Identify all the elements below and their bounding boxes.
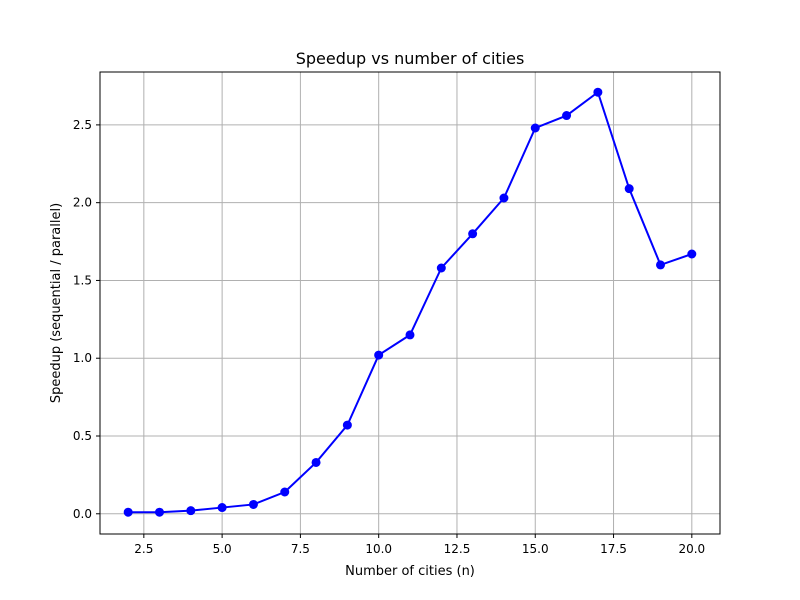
data-point (342, 420, 352, 430)
y-tick-label: 1.0 (73, 351, 92, 365)
grid-lines (100, 72, 720, 534)
x-tick-label: 7.5 (291, 542, 310, 556)
data-point (624, 184, 634, 194)
y-tick-label: 2.0 (73, 196, 92, 210)
x-tick-label: 15.0 (522, 542, 549, 556)
y-tick-label: 0.0 (73, 507, 92, 521)
y-tick-label: 0.5 (73, 429, 92, 443)
data-point (248, 499, 258, 509)
plot-frame (99, 71, 721, 535)
data-point (123, 507, 133, 517)
x-tick-label: 17.5 (600, 542, 627, 556)
y-axis-ticks: 0.0 0.5 1.0 1.5 2.0 2.5 (73, 118, 100, 521)
chart-title: Speedup vs number of cities (296, 49, 525, 68)
x-tick-label: 12.5 (444, 542, 471, 556)
data-point (186, 506, 196, 516)
data-point (311, 457, 321, 467)
x-tick-label: 20.0 (678, 542, 705, 556)
data-point (374, 350, 384, 360)
y-axis-label: Speedup (sequential / parallel) (49, 203, 64, 403)
data-point (436, 263, 446, 273)
data-point (405, 330, 415, 340)
data-point (280, 487, 290, 497)
y-tick-label: 2.5 (73, 118, 92, 132)
x-axis-ticks: 2.5 5.0 7.5 10.0 12.5 15.0 17.5 20.0 (134, 534, 705, 556)
data-point (154, 507, 164, 517)
data-point (530, 123, 540, 133)
data-point (656, 260, 666, 270)
data-point (499, 193, 509, 203)
data-point (562, 111, 572, 121)
y-tick-label: 1.5 (73, 273, 92, 287)
data-series (123, 87, 697, 517)
data-point (593, 87, 603, 97)
x-tick-label: 2.5 (134, 542, 153, 556)
data-point (468, 229, 478, 239)
data-point (687, 249, 697, 259)
data-point (217, 503, 227, 513)
x-tick-label: 10.0 (365, 542, 392, 556)
x-axis-label: Number of cities (n) (345, 564, 475, 579)
x-tick-label: 5.0 (213, 542, 232, 556)
